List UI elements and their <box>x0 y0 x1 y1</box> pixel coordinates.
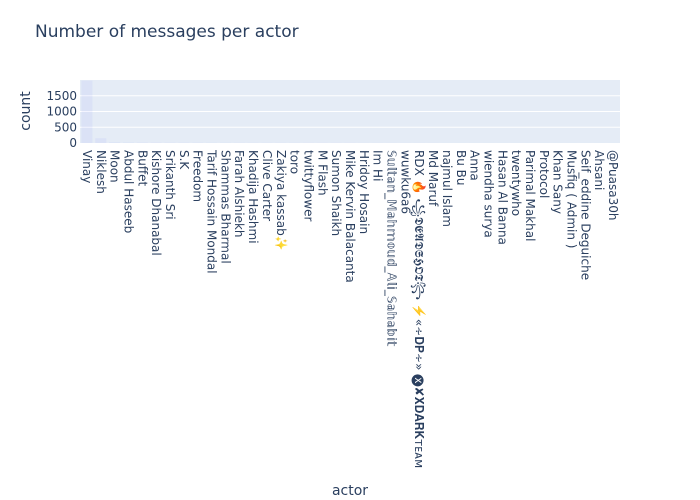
x-tick-label: Bu Bu <box>454 150 468 186</box>
chart-title: Number of messages per actor <box>35 22 299 42</box>
x-tick-label: Seif_eddine Deguiche <box>578 150 592 280</box>
x-tick-label: RDX 🔥 ꧁𝕯𝕰𝕬𝕯𝕾𝕳𝕺𝕿꧂ ⚡️«∻𝐃𝐏∻» 🅧✘𝐗𝐃𝐀𝐑𝐊ᴛᴇᴀᴍ <box>410 150 426 468</box>
x-tick-label: Mike Kervin Balacanta <box>343 150 357 283</box>
x-tick-label: wuwku6a6 <box>398 150 412 214</box>
x-tick-label: Srikanth Sri <box>163 150 177 220</box>
bar <box>109 142 121 143</box>
x-tick-label: Hasan Al Banna <box>495 150 509 245</box>
x-tick-label: S.K <box>177 150 191 170</box>
x-tick-label: twentywho <box>509 150 523 216</box>
x-tick-label: Ahsani <box>592 150 606 190</box>
y-tick-label: 1000 <box>46 105 77 119</box>
x-tick-label: Abdul Haseeb <box>121 150 135 233</box>
x-tick-label: toro <box>288 150 302 174</box>
x-tick-label: twittyflower <box>301 150 315 221</box>
x-tick-label: Clive Carter <box>260 150 274 221</box>
x-tick-label: Im Hi <box>371 150 385 181</box>
bar <box>81 80 93 143</box>
x-tick-label: M Flash <box>315 150 329 196</box>
x-tick-label: wiendha surya <box>481 150 495 238</box>
x-tick-label: Protocol <box>537 150 551 198</box>
x-tick-label: Tarif Hossain Mondal <box>205 149 219 274</box>
x-tick-label: najmul Islam <box>440 150 454 227</box>
x-tick-label: Hridoy Hosain <box>357 150 371 234</box>
y-axis-label: count <box>18 91 34 131</box>
x-tick-label: Vinay <box>80 150 94 183</box>
x-tick-label: Zakiya kassab✨ <box>274 150 288 251</box>
x-tick-label: Freedom <box>191 150 205 202</box>
x-tick-label: Musfiq ( Admin ) <box>565 150 579 248</box>
x-tick-label: 𝕊𝕦𝕝𝕥𝕒𝕟_𝕄𝕒𝕙𝕞𝕠𝕦𝕕_𝔸𝕝𝕚_𝕊𝕒𝕙𝕒𝕓𝕚𝕥 <box>385 150 399 347</box>
x-tick-label: Anna <box>468 150 482 181</box>
y-tick-label: 500 <box>54 120 77 134</box>
x-tick-label: Khan Sany <box>551 150 565 214</box>
x-tick-label: Moon <box>108 150 122 183</box>
x-tick-label: @Puasa30h <box>606 150 620 220</box>
y-tick-label: 0 <box>69 136 77 150</box>
x-tick-label: Farah Alshiekh <box>232 150 246 238</box>
x-tick-label: Khadija Hashmi <box>246 150 260 244</box>
x-tick-label: Buffet <box>135 150 149 186</box>
x-tick-label: Md Maruf <box>426 150 440 207</box>
x-tick-label: Niklesh <box>94 150 108 194</box>
bar <box>95 138 107 143</box>
x-tick-label: Kishore Dhanabal <box>149 150 163 256</box>
x-tick-label: Sumon Shaikh <box>329 150 343 236</box>
x-tick-label: Parimal Makhal <box>523 150 537 241</box>
x-tick-label: Shammas Bharmal <box>218 150 232 264</box>
x-axis-label: actor <box>331 483 369 499</box>
y-tick-label: 1500 <box>46 89 77 103</box>
